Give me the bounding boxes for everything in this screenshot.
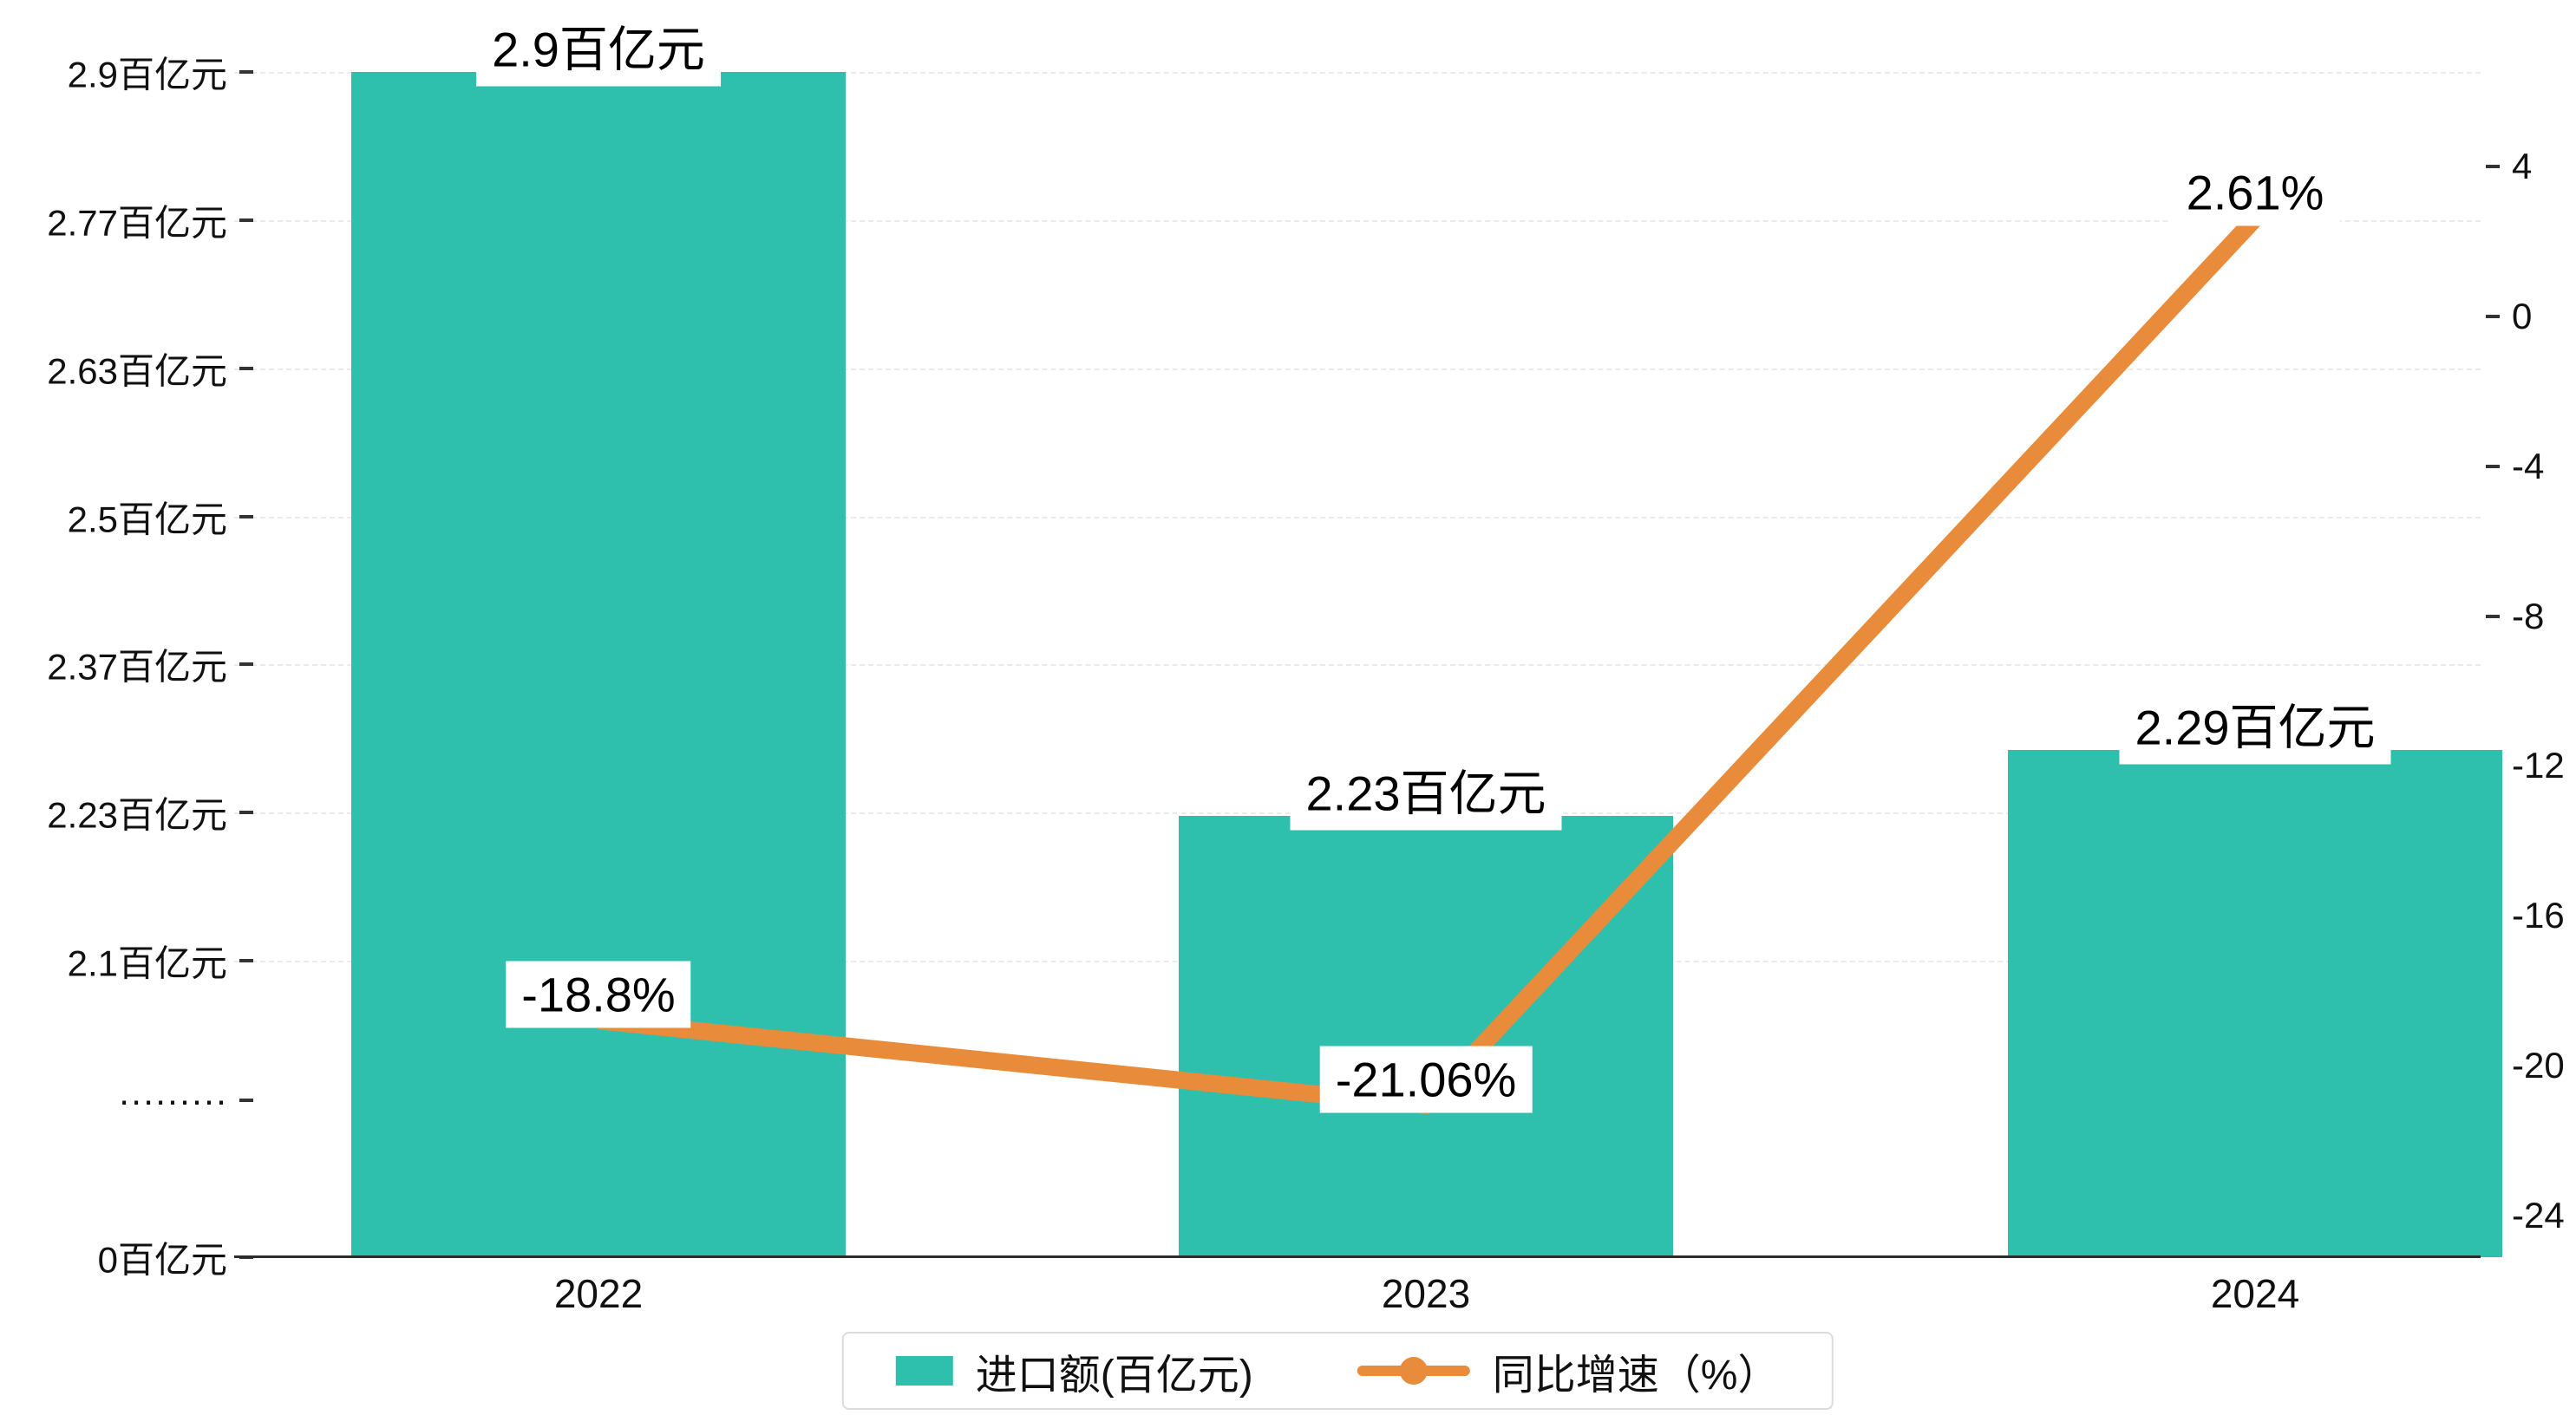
line-series-dot xyxy=(1399,1357,1428,1385)
bar-value-label: 2.9百亿元 xyxy=(476,5,721,87)
left-tick-mark xyxy=(239,811,253,815)
right-tick-mark xyxy=(2486,614,2500,618)
right-tick-label: -20 xyxy=(2512,1045,2565,1086)
line-value-label: -18.8% xyxy=(506,961,691,1028)
x-axis-label: 2022 xyxy=(553,1271,644,1316)
right-tick-mark xyxy=(2486,315,2500,318)
left-tick-mark xyxy=(239,366,253,370)
left-tick-label: ········· xyxy=(118,1079,227,1120)
bar-value-label: 2.23百亿元 xyxy=(1290,749,1562,831)
legend-item-growth: 同比增速（%） xyxy=(1357,1340,1780,1401)
right-tick-label: 4 xyxy=(2512,146,2533,187)
line-value-label: -21.06% xyxy=(1319,1046,1533,1113)
right-tick-label: 0 xyxy=(2512,296,2533,336)
legend-label-growth: 同比增速（%） xyxy=(1492,1353,1780,1399)
left-tick-mark xyxy=(239,1099,253,1102)
left-tick-mark xyxy=(239,218,253,222)
bar-2023 xyxy=(1179,816,1673,1257)
left-tick-mark xyxy=(239,662,253,667)
legend-item-imports: 进口额(百亿元) xyxy=(895,1340,1253,1401)
left-tick-mark xyxy=(239,70,253,75)
gridline xyxy=(234,516,2481,518)
gridline xyxy=(234,219,2481,222)
right-tick-label: -16 xyxy=(2512,895,2565,936)
right-tick-label: -12 xyxy=(2512,745,2565,786)
x-axis-line xyxy=(234,1255,2481,1258)
legend-label-imports: 进口额(百亿元) xyxy=(975,1353,1253,1399)
left-tick-label: 2.1百亿元 xyxy=(67,942,227,984)
line-value-label: 2.61% xyxy=(2170,159,2340,226)
bar-2022 xyxy=(351,72,846,1257)
gridline xyxy=(234,664,2481,667)
line-series-swatch xyxy=(1357,1357,1470,1385)
right-tick-mark xyxy=(2486,464,2500,468)
bar-series-swatch xyxy=(895,1356,953,1386)
right-tick-label: -4 xyxy=(2512,445,2545,486)
x-axis-label: 2023 xyxy=(1381,1271,1471,1316)
gridline xyxy=(234,368,2481,370)
left-tick-label: 2.77百亿元 xyxy=(47,202,227,244)
left-tick-label: 2.37百亿元 xyxy=(47,646,227,688)
left-tick-label: 2.5百亿元 xyxy=(67,499,227,540)
left-tick-mark xyxy=(239,959,253,962)
bar-value-label: 2.29百亿元 xyxy=(2119,683,2391,765)
left-tick-label: 2.23百亿元 xyxy=(47,794,227,836)
bar-2024 xyxy=(2008,749,2502,1257)
right-tick-label: -24 xyxy=(2512,1194,2565,1236)
left-tick-label: 2.9百亿元 xyxy=(67,54,227,95)
left-tick-label: 0百亿元 xyxy=(97,1239,227,1281)
x-axis-label: 2024 xyxy=(2210,1271,2300,1316)
left-tick-mark xyxy=(239,514,253,518)
legend: 进口额(百亿元) 同比增速（%） xyxy=(841,1332,1834,1410)
right-tick-mark xyxy=(2486,165,2500,169)
left-tick-label: 2.63百亿元 xyxy=(47,350,227,392)
gridline xyxy=(234,72,2481,75)
right-tick-label: -8 xyxy=(2512,595,2545,636)
